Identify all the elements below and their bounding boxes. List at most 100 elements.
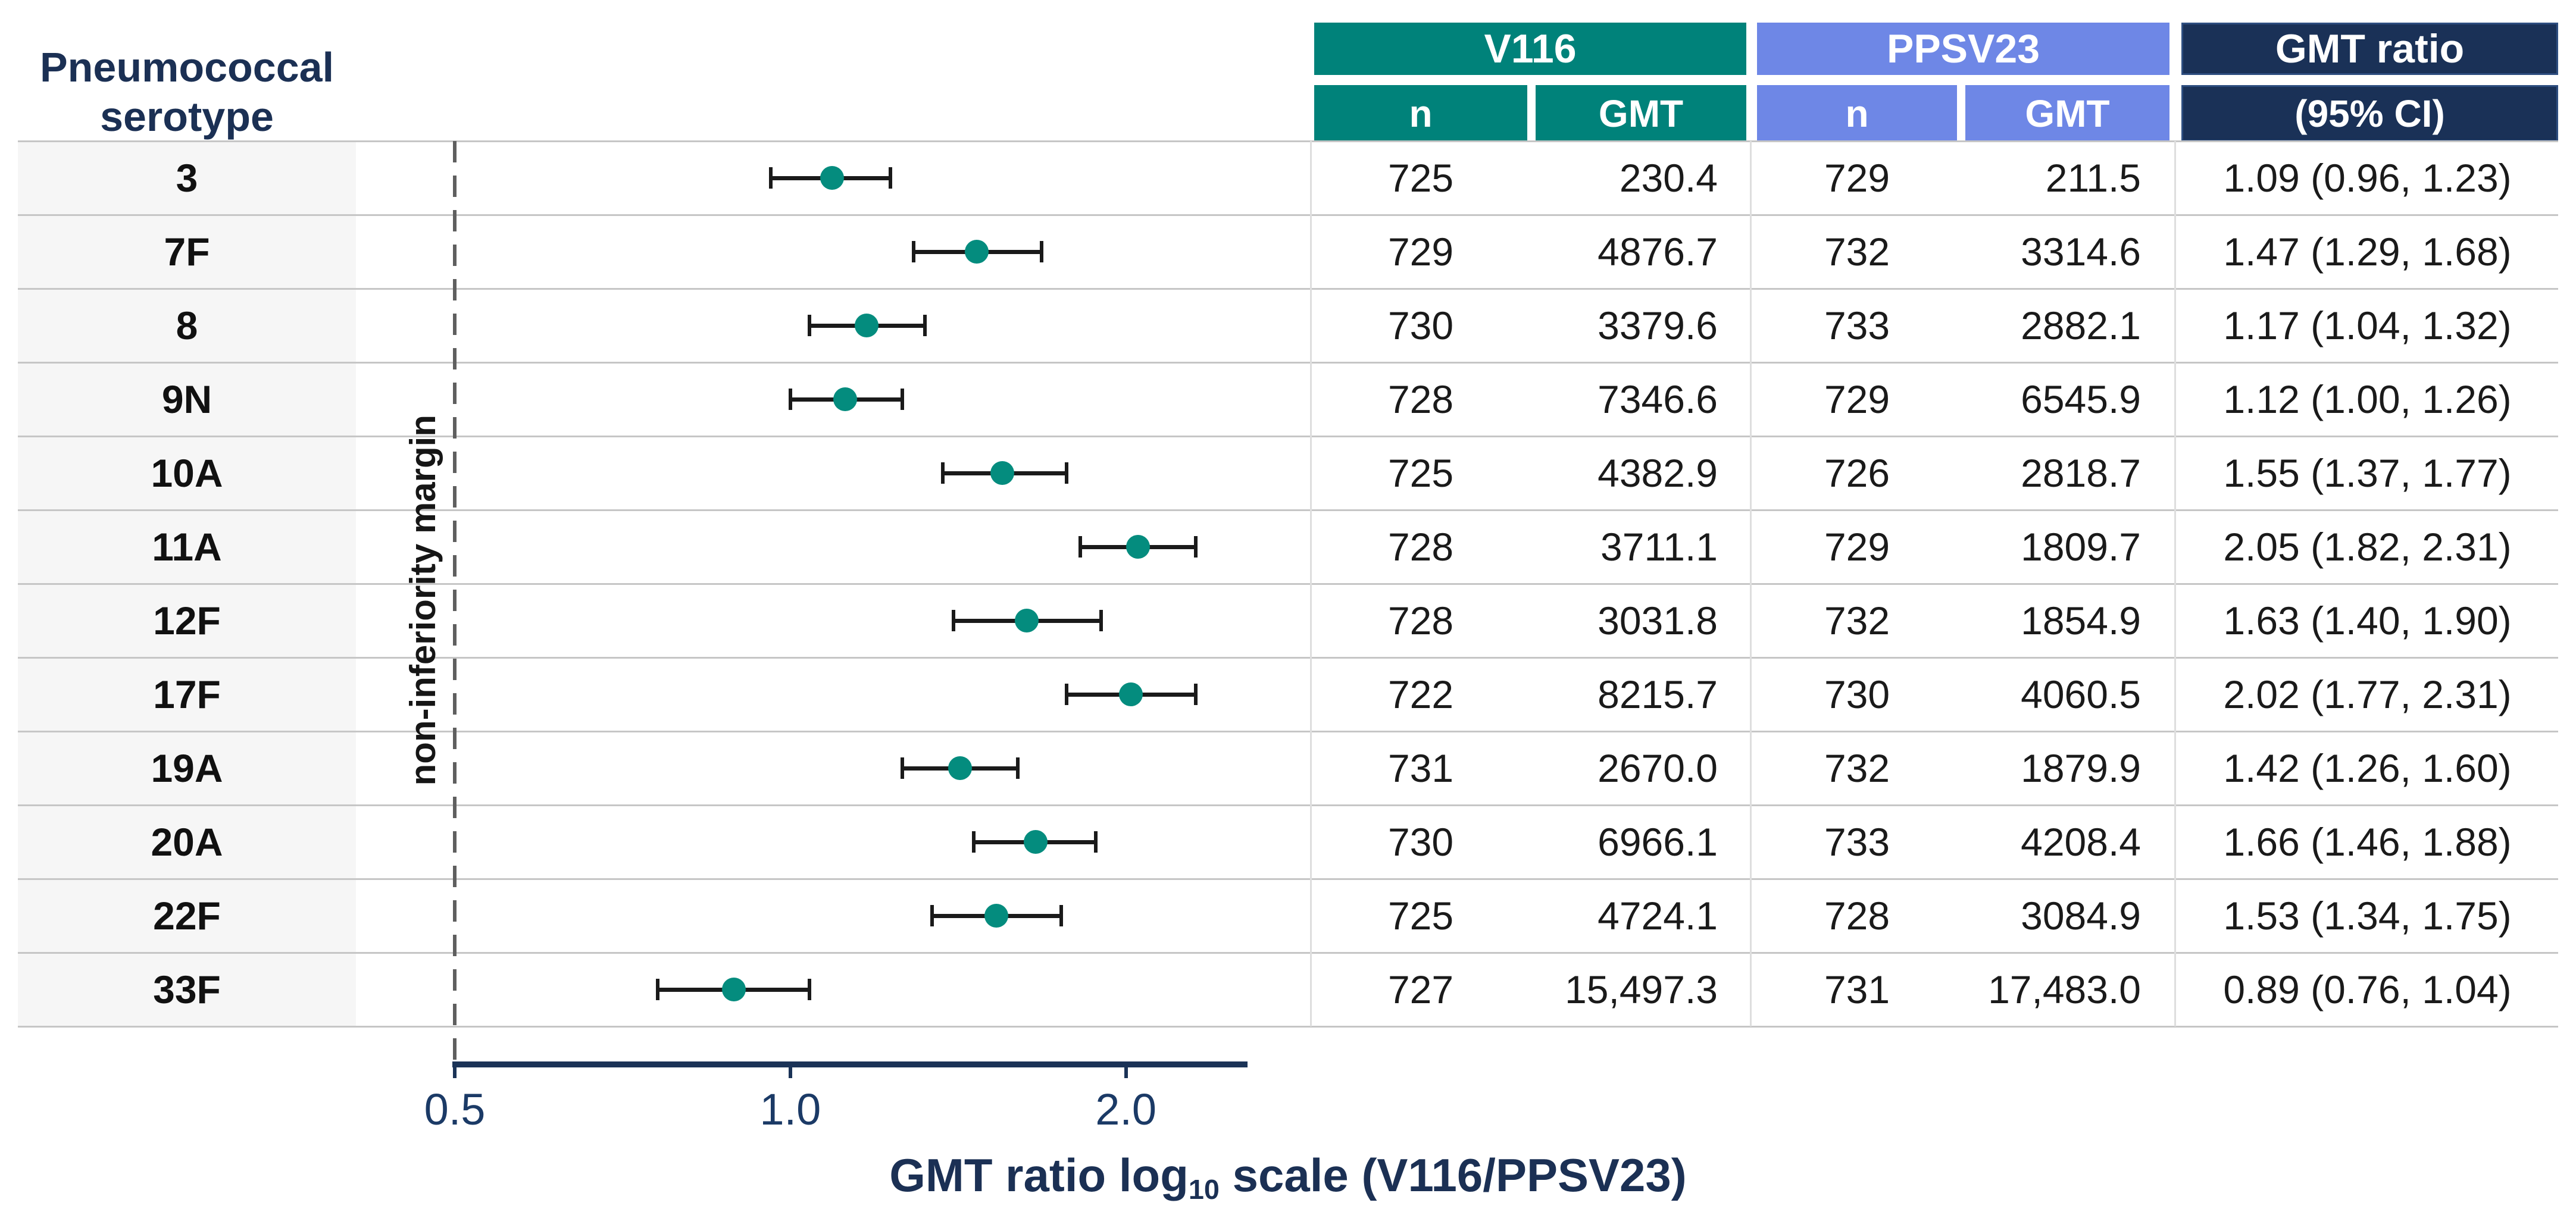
serotype-cell-background bbox=[18, 141, 356, 215]
ppsv23-n-cell: 732 bbox=[1824, 599, 1890, 643]
ci-lower-cap bbox=[900, 757, 904, 779]
ci-upper-cap bbox=[900, 389, 904, 410]
ci-upper-cap bbox=[807, 979, 811, 1000]
ci-upper-cap bbox=[1065, 462, 1069, 484]
ppsv23-n-cell: 726 bbox=[1824, 451, 1890, 495]
serotype-cell-background bbox=[18, 953, 356, 1026]
ppsv23-group-header: PPSV23 bbox=[1757, 23, 2169, 75]
ratio-ci-cell: 1.09 (0.96, 1.23) bbox=[2223, 156, 2512, 200]
ppsv23-gmt-cell: 17,483.0 bbox=[1988, 967, 2141, 1011]
v116-gmt-cell: 4724.1 bbox=[1598, 894, 1718, 938]
v116-n-cell: 729 bbox=[1387, 230, 1454, 274]
ppsv23-gmt-cell: 1809.7 bbox=[2021, 525, 2141, 569]
ratio-ci-cell: 1.42 (1.26, 1.60) bbox=[2223, 746, 2512, 790]
serotype-cell-background bbox=[18, 436, 356, 510]
v116-n-cell: 725 bbox=[1387, 156, 1454, 200]
ci-lower-cap bbox=[807, 315, 811, 336]
ppsv23-n-cell: 730 bbox=[1824, 672, 1890, 716]
v116-gmt-column-header: GMT bbox=[1536, 85, 1746, 142]
ci-lower-cap bbox=[951, 610, 955, 631]
row-divider bbox=[18, 214, 2558, 216]
ppsv23-ratio-divider bbox=[2174, 141, 2176, 1026]
v116-group-header: V116 bbox=[1314, 23, 1746, 75]
ratio-ci-cell: 0.89 (0.76, 1.04) bbox=[2223, 967, 2512, 1011]
serotype-label: 22F bbox=[153, 894, 221, 938]
serotype-cell-background bbox=[18, 584, 356, 657]
v116-gmt-cell: 7346.6 bbox=[1598, 377, 1718, 421]
v116-gmt-cell: 3711.1 bbox=[1600, 525, 1718, 569]
row-divider bbox=[18, 583, 2558, 585]
x-axis-line bbox=[452, 1061, 1248, 1067]
v116-n-cell: 730 bbox=[1387, 303, 1454, 347]
gmt-ratio-point bbox=[833, 387, 857, 411]
x-axis-tick bbox=[453, 1067, 457, 1078]
serotype-label: 17F bbox=[153, 672, 221, 716]
table-row: 19A 731 2670.0 732 1879.9 1.42 (1.26, 1.… bbox=[0, 731, 2576, 805]
ci-lower-cap bbox=[911, 241, 915, 262]
table-row: 12F 728 3031.8 732 1854.9 1.63 (1.40, 1.… bbox=[0, 584, 2576, 657]
ppsv23-gmt-cell: 3314.6 bbox=[2021, 230, 2141, 274]
v116-n-cell: 725 bbox=[1387, 894, 1454, 938]
serotype-label: 8 bbox=[176, 303, 198, 347]
row-divider bbox=[18, 288, 2558, 290]
ppsv23-gmt-column-header: GMT bbox=[1965, 85, 2169, 142]
ppsv23-n-cell: 729 bbox=[1824, 156, 1890, 200]
ci-upper-cap bbox=[1059, 905, 1064, 926]
v116-gmt-cell: 3031.8 bbox=[1598, 599, 1718, 643]
table-row: 3 725 230.4 729 211.5 1.09 (0.96, 1.23) bbox=[0, 141, 2576, 215]
x-axis-tick-label: 0.5 bbox=[424, 1085, 486, 1134]
gmt-ratio-point bbox=[820, 166, 844, 190]
x-axis-tick bbox=[1124, 1067, 1128, 1078]
gmt-ratio-point bbox=[1118, 682, 1143, 706]
ci-upper-cap bbox=[1039, 241, 1043, 262]
ci-upper-cap bbox=[889, 167, 893, 189]
gmt-ratio-point bbox=[948, 756, 973, 780]
ci-lower-cap bbox=[1065, 684, 1069, 705]
ppsv23-gmt-cell: 6545.9 bbox=[2021, 377, 2141, 421]
ppsv23-n-column-header: n bbox=[1757, 85, 1957, 142]
ci-lower-cap bbox=[971, 831, 976, 853]
row-divider bbox=[18, 804, 2558, 806]
ppsv23-gmt-cell: 2818.7 bbox=[2021, 451, 2141, 495]
gmt-ratio-point bbox=[1015, 609, 1039, 632]
v116-n-cell: 731 bbox=[1387, 746, 1454, 790]
serotype-cell-background bbox=[18, 510, 356, 584]
x-axis-title: GMT ratio log10 scale (V116/PPSV23) bbox=[0, 1148, 2576, 1205]
table-row: 9N 728 7346.6 729 6545.9 1.12 (1.00, 1.2… bbox=[0, 362, 2576, 436]
serotype-label: 7F bbox=[164, 230, 210, 274]
ppsv23-n-cell: 728 bbox=[1824, 894, 1890, 938]
row-divider bbox=[18, 362, 2558, 364]
table-row: 22F 725 4724.1 728 3084.9 1.53 (1.34, 1.… bbox=[0, 879, 2576, 953]
serotype-label: 33F bbox=[153, 967, 221, 1011]
row-divider bbox=[18, 878, 2558, 880]
ppsv23-gmt-cell: 1854.9 bbox=[2021, 599, 2141, 643]
row-divider bbox=[18, 657, 2558, 659]
ci-upper-cap bbox=[923, 315, 927, 336]
serotype-cell-background bbox=[18, 657, 356, 731]
ppsv23-n-cell: 729 bbox=[1824, 377, 1890, 421]
ci-upper-cap bbox=[1099, 610, 1103, 631]
v116-gmt-cell: 15,497.3 bbox=[1565, 967, 1718, 1011]
serotype-label: 3 bbox=[176, 156, 198, 200]
v116-gmt-cell: 3379.6 bbox=[1598, 303, 1718, 347]
serotype-column-header: Pneumococcal serotype bbox=[18, 43, 356, 141]
serotype-cell-background bbox=[18, 362, 356, 436]
non-inferiority-margin-label: non-inferiority margin bbox=[403, 415, 443, 786]
row-divider bbox=[18, 140, 2558, 142]
gmt-ratio-point bbox=[1024, 830, 1048, 854]
ratio-ci-cell: 1.66 (1.46, 1.88) bbox=[2223, 820, 2512, 864]
row-divider bbox=[18, 1026, 2558, 1028]
serotype-cell-background bbox=[18, 879, 356, 953]
ci-lower-cap bbox=[788, 389, 792, 410]
gmt-ratio-point bbox=[854, 314, 879, 337]
ppsv23-gmt-cell: 4060.5 bbox=[2021, 672, 2141, 716]
v116-n-cell: 727 bbox=[1387, 967, 1454, 1011]
ppsv23-n-cell: 733 bbox=[1824, 820, 1890, 864]
gmt-ratio-point bbox=[1126, 535, 1150, 559]
x-axis-title-prefix: GMT ratio log bbox=[889, 1149, 1189, 1201]
ppsv23-n-cell: 733 bbox=[1824, 303, 1890, 347]
plot-table-divider bbox=[1310, 141, 1312, 1026]
serotype-cell-background bbox=[18, 731, 356, 805]
v116-gmt-cell: 230.4 bbox=[1619, 156, 1718, 200]
